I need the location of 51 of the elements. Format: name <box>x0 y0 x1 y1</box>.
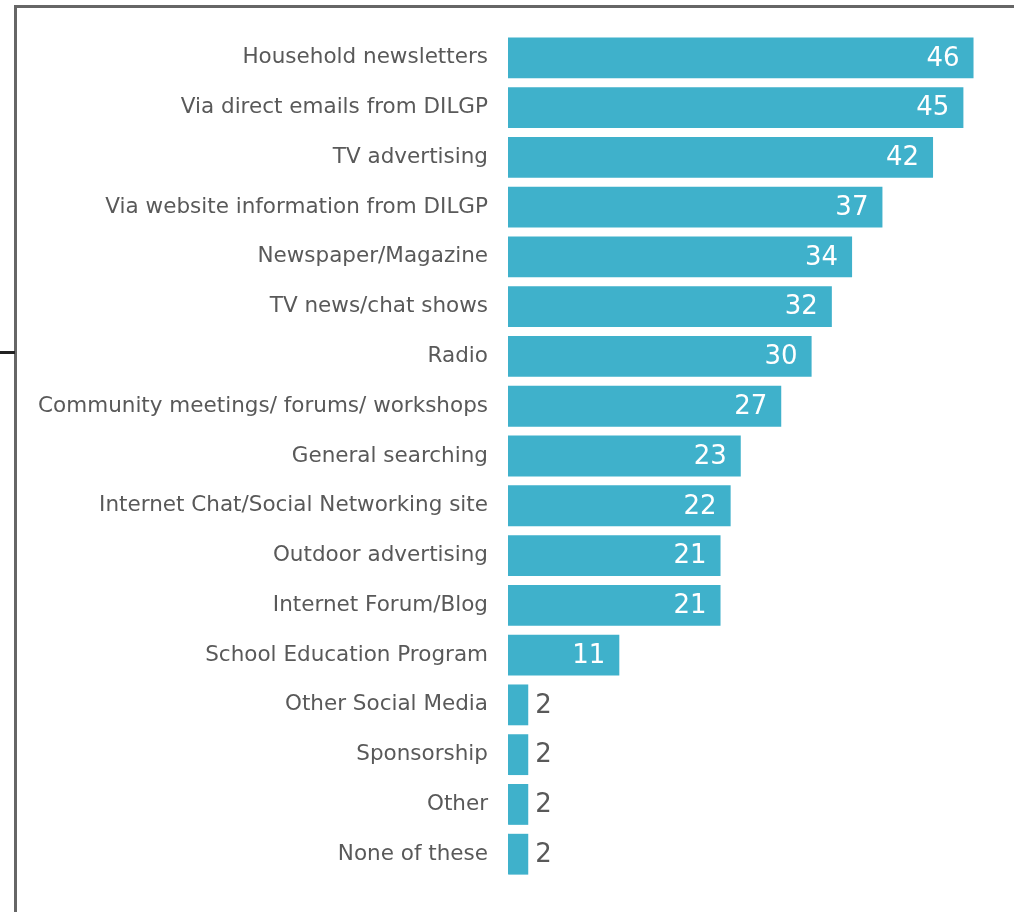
y-tick-label: Via website information from DILGP <box>105 192 489 218</box>
y-tick-label: Outdoor advertising <box>272 541 488 567</box>
bar <box>508 87 964 128</box>
y-tick-label: Sponsorship <box>356 740 488 766</box>
y-tick-label: Newspaper/Magazine <box>257 242 488 268</box>
data-label: 2 <box>535 688 552 719</box>
bar <box>508 286 832 328</box>
bar <box>508 784 529 825</box>
data-label: 2 <box>535 738 552 769</box>
data-label: 22 <box>683 489 717 520</box>
data-label: 2 <box>535 837 552 868</box>
bar <box>508 186 883 228</box>
y-tick-label: Other Social Media <box>284 690 488 716</box>
data-label: 46 <box>926 41 960 72</box>
bar <box>508 584 721 626</box>
y-tick-label: Household newsletters <box>242 43 488 69</box>
data-label: 34 <box>804 240 839 271</box>
bar <box>508 385 782 427</box>
bar <box>508 634 620 676</box>
bar <box>508 236 853 278</box>
data-label: 27 <box>734 389 768 420</box>
data-label: 45 <box>916 91 950 122</box>
y-tick-label: Via direct emails from DILGP <box>180 93 489 119</box>
y-tick-label: Internet Chat/Social Networking site <box>99 491 488 517</box>
data-label: 11 <box>572 638 606 669</box>
y-tick-label: TV news/chat shows <box>268 292 488 318</box>
data-label: 23 <box>693 439 727 470</box>
bar <box>508 833 529 875</box>
data-label: 21 <box>673 589 707 620</box>
bar <box>508 336 812 377</box>
y-tick-label: School Education Program <box>205 640 488 666</box>
y-tick-label: Internet Forum/Blog <box>272 590 488 616</box>
y-tick-label: Community meetings/ forums/ workshops <box>38 391 488 417</box>
y-tick-label: Radio <box>427 342 488 368</box>
y-tick-label: General searching <box>291 441 488 467</box>
bar <box>508 684 529 726</box>
y-tick-label: TV advertising <box>331 142 488 168</box>
bar <box>508 734 529 776</box>
y-tick-label: Other <box>426 790 489 816</box>
bar <box>508 485 731 527</box>
data-label: 2 <box>535 788 552 819</box>
y-tick-label: None of these <box>337 839 488 865</box>
data-label: 21 <box>673 539 707 570</box>
data-label: 37 <box>835 190 869 221</box>
data-label: 42 <box>885 141 920 172</box>
data-label: 30 <box>764 340 798 371</box>
data-label: 32 <box>784 290 818 321</box>
bar <box>508 535 721 576</box>
bar <box>508 435 741 477</box>
bar <box>508 37 974 79</box>
bar <box>508 136 934 178</box>
